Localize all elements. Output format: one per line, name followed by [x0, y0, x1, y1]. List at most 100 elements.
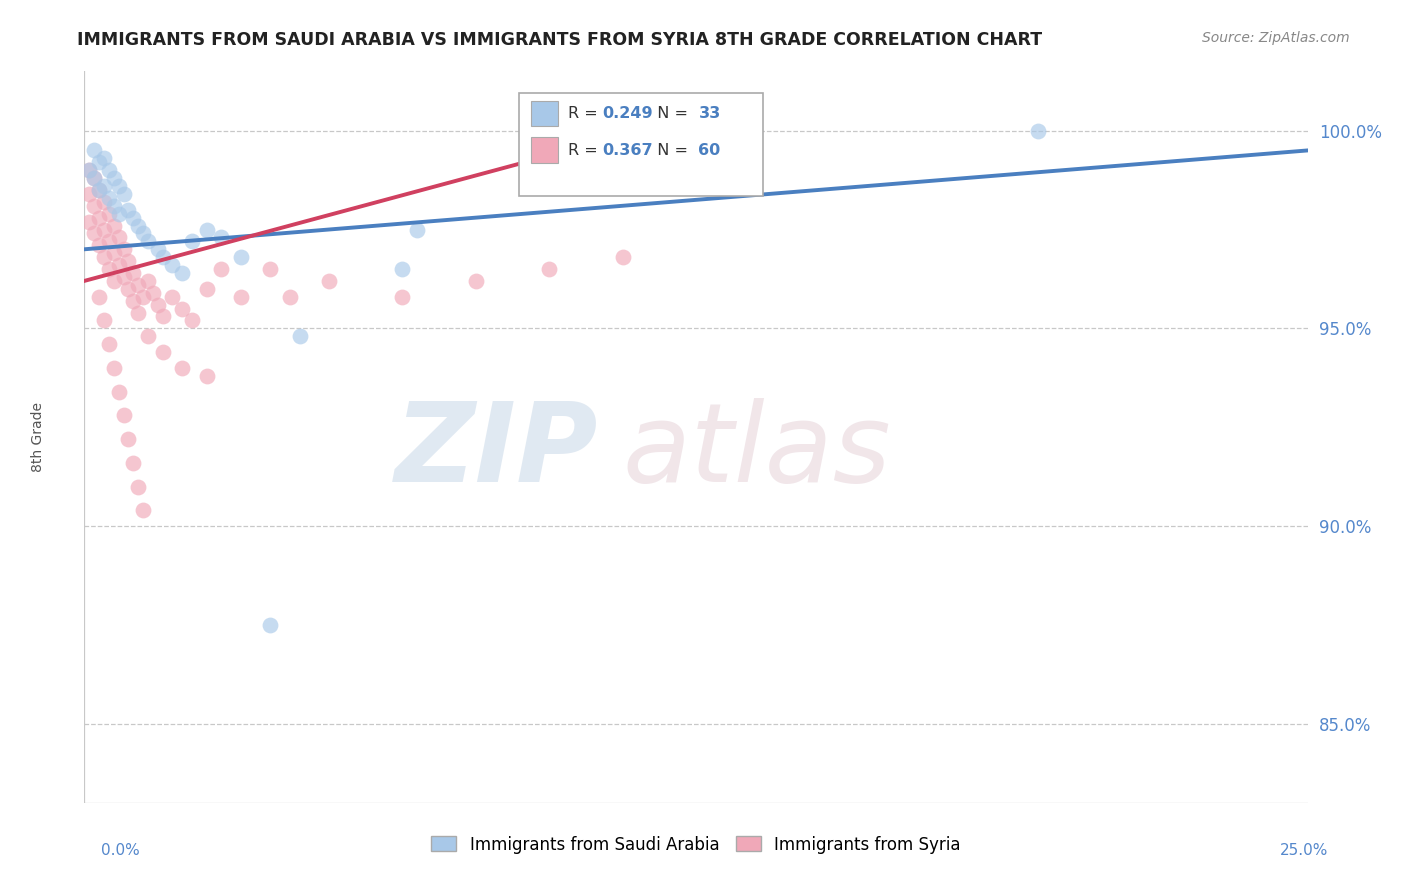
Point [195, 368, 218, 383]
Text: 0.0%: 0.0% [101, 843, 141, 858]
Point [87, 183, 110, 197]
Point [136, 274, 159, 288]
Point [318, 274, 340, 288]
Point [83, 199, 105, 213]
Point [181, 313, 204, 327]
Point [278, 290, 301, 304]
Text: Source: ZipAtlas.com: Source: ZipAtlas.com [1202, 31, 1350, 45]
Legend: Immigrants from Saudi Arabia, Immigrants from Syria: Immigrants from Saudi Arabia, Immigrants… [425, 829, 967, 860]
Point [87, 238, 110, 252]
Point [1028, 123, 1050, 137]
Point [93, 222, 115, 236]
Point [132, 227, 155, 241]
Text: atlas: atlas [623, 398, 891, 505]
Text: 60: 60 [699, 143, 721, 158]
Point [97, 337, 120, 351]
Point [391, 262, 413, 277]
Point [152, 250, 174, 264]
Point [162, 290, 184, 304]
Point [538, 262, 561, 277]
Point [107, 384, 129, 399]
Point [87, 290, 110, 304]
Point [117, 432, 139, 446]
FancyBboxPatch shape [519, 94, 763, 195]
Point [122, 293, 145, 308]
Point [259, 262, 281, 277]
Point [103, 171, 125, 186]
Point [103, 360, 125, 375]
Point [97, 163, 120, 178]
Point [112, 242, 135, 256]
Point [83, 227, 105, 241]
Point [195, 282, 218, 296]
Point [107, 230, 129, 244]
FancyBboxPatch shape [531, 101, 558, 127]
Point [97, 207, 120, 221]
Point [209, 262, 232, 277]
Text: ZIP: ZIP [395, 398, 598, 505]
Point [87, 155, 110, 169]
Text: 25.0%: 25.0% [1281, 843, 1329, 858]
Point [127, 479, 149, 493]
Point [152, 345, 174, 359]
Text: 8th Grade: 8th Grade [31, 402, 45, 472]
Point [87, 183, 110, 197]
Point [132, 290, 155, 304]
Text: R =: R = [568, 143, 602, 158]
Point [107, 207, 129, 221]
Point [127, 219, 149, 233]
Point [288, 329, 311, 343]
Point [636, 171, 658, 186]
Point [83, 171, 105, 186]
Point [112, 186, 135, 201]
Point [122, 266, 145, 280]
Point [117, 282, 139, 296]
Point [77, 163, 100, 178]
Point [136, 235, 159, 249]
Point [97, 235, 120, 249]
Point [181, 235, 204, 249]
Text: 0.249: 0.249 [602, 106, 652, 121]
Point [77, 214, 100, 228]
Point [162, 258, 184, 272]
Point [103, 274, 125, 288]
Point [117, 254, 139, 268]
Text: N =: N = [647, 106, 693, 121]
Point [127, 305, 149, 319]
Point [83, 171, 105, 186]
Point [152, 310, 174, 324]
Point [77, 186, 100, 201]
Point [87, 211, 110, 225]
Point [259, 618, 281, 632]
Point [146, 298, 169, 312]
Point [117, 202, 139, 217]
Point [612, 250, 634, 264]
Point [406, 222, 429, 236]
Point [209, 230, 232, 244]
Point [122, 211, 145, 225]
Point [97, 191, 120, 205]
Point [112, 409, 135, 423]
Point [93, 194, 115, 209]
Text: IMMIGRANTS FROM SAUDI ARABIA VS IMMIGRANTS FROM SYRIA 8TH GRADE CORRELATION CHAR: IMMIGRANTS FROM SAUDI ARABIA VS IMMIGRAN… [77, 31, 1042, 49]
Point [112, 269, 135, 284]
Point [142, 285, 165, 300]
Point [464, 274, 486, 288]
Point [132, 503, 155, 517]
Text: R =: R = [568, 106, 602, 121]
Point [229, 290, 252, 304]
Point [107, 179, 129, 194]
Point [93, 313, 115, 327]
Point [77, 163, 100, 178]
Point [93, 152, 115, 166]
Point [93, 179, 115, 194]
Point [103, 246, 125, 260]
Point [172, 266, 194, 280]
Point [195, 222, 218, 236]
Point [172, 301, 194, 316]
Point [97, 262, 120, 277]
FancyBboxPatch shape [531, 137, 558, 163]
Text: 0.367: 0.367 [602, 143, 652, 158]
Point [122, 456, 145, 470]
Point [136, 329, 159, 343]
